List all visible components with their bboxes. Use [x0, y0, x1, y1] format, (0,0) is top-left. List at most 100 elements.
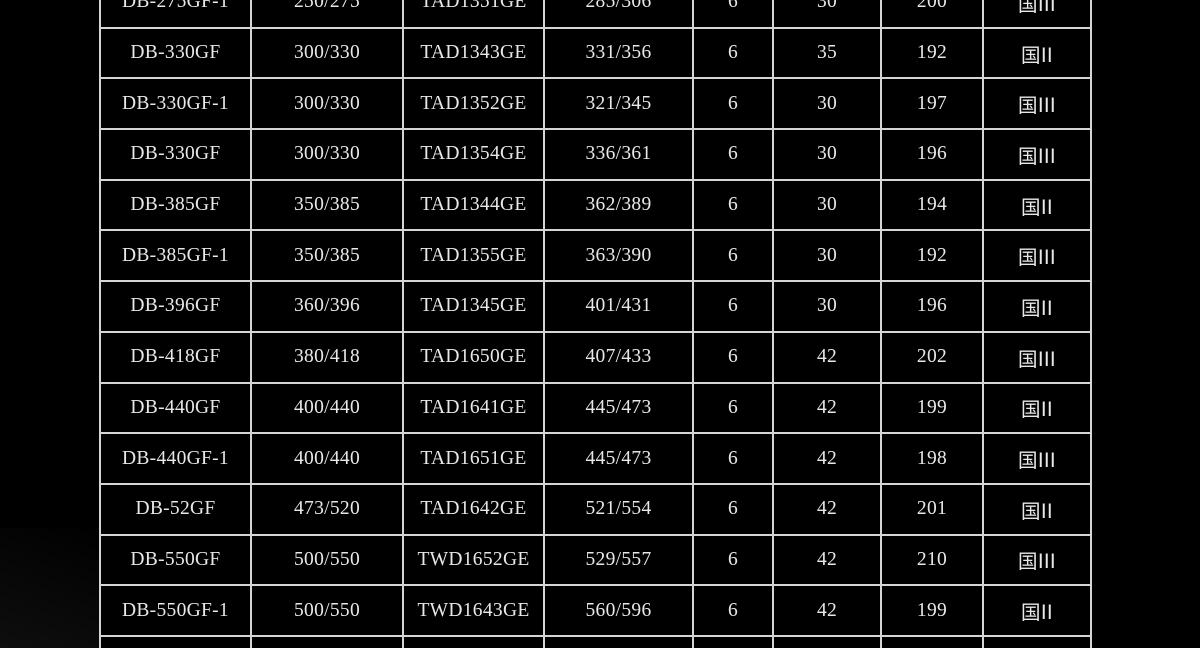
cell-power_kw_kva: 300/330: [250, 77, 404, 131]
cell-cylinders: 6: [692, 229, 774, 283]
cell-noise: 192: [880, 229, 984, 283]
cell-engine_model: TAD1651GE: [402, 432, 545, 485]
cell-cylinders: 6: [692, 128, 774, 181]
cell-bore: 30: [772, 229, 882, 283]
cell-bore: 42: [772, 634, 882, 648]
cell-emission_standard: 国II: [982, 482, 1092, 536]
cell-engine_power: 445/473: [543, 381, 694, 435]
cell-emission_standard: 国III: [982, 0, 1092, 29]
cell-power_kw_kva: 250/275: [250, 0, 404, 29]
cell-noise: 192: [880, 26, 984, 80]
cell-engine_power: 560/596: [543, 584, 694, 637]
cell-engine_power: 401/431: [543, 280, 694, 333]
cell-noise: 197: [880, 77, 984, 131]
table-body: DB-275GF-1 250/275 TAD1351GE 285/306 6 30 200 国…: [99, 0, 1092, 648]
cell-noise: 196: [880, 280, 984, 333]
specifications-table: DB-275GF-1 250/275 TAD1351GE 285/306 6 30 200 国…: [99, 0, 1092, 648]
cell-model: DB-385GF-1: [99, 229, 252, 283]
cell-bore: 30: [772, 0, 882, 29]
cell-emission_standard: 国III: [982, 77, 1092, 131]
cell-model: DB-396GF: [99, 280, 252, 333]
cell-model: DB-52GF: [99, 482, 252, 536]
table-row: DB-418GF 380/418 TAD1650GE 407/433 6 42 202 国II…: [99, 330, 1092, 384]
cell-bore: 42: [772, 533, 882, 587]
cell-cylinders: 6: [692, 26, 774, 80]
cell-engine_power: 336/361: [543, 128, 694, 181]
cell-engine_model: TAD1642GE: [402, 482, 545, 536]
cell-noise: 198: [880, 432, 984, 485]
table-row: DB-440GF 400/440 TAD1641GE 445/473 6 42 199 国II: [99, 381, 1092, 435]
cell-emission_standard: 国III: [982, 229, 1092, 283]
cell-power_kw_kva: 500/550: [250, 533, 404, 587]
cell-engine_model: TAD1345GE: [402, 280, 545, 333]
cell-engine_power: 362/389: [543, 178, 694, 232]
cell-engine_model: TWD1652GE: [402, 533, 545, 587]
table-viewport: DB-275GF-1 250/275 TAD1351GE 285/306 6 30 200 国…: [99, 0, 1092, 648]
cell-noise: 200: [880, 0, 984, 29]
cell-noise: 199: [880, 584, 984, 637]
cell-power_kw_kva: 350/385: [250, 229, 404, 283]
cell-engine_power: 331/356: [543, 26, 694, 80]
cell-cylinders: 6: [692, 77, 774, 131]
cell-noise: 201: [880, 482, 984, 536]
cell-noise: 194: [880, 178, 984, 232]
cell-engine_model: TAD1650GE: [402, 330, 545, 384]
cell-emission_standard: 国III: [982, 128, 1092, 181]
cell-engine_power: 363/390: [543, 229, 694, 283]
cell-power_kw_kva: 400/440: [250, 381, 404, 435]
cell-model: DB-440GF-1: [99, 432, 252, 485]
cell-bore: 42: [772, 381, 882, 435]
cell-model: DB-275GF-1: [99, 0, 252, 29]
cell-engine_power: 573/603: [543, 634, 694, 648]
cell-cylinders: 6: [692, 482, 774, 536]
cell-bore: 30: [772, 77, 882, 131]
cell-bore: 35: [772, 26, 882, 80]
cell-power_kw_kva: 473/520: [250, 482, 404, 536]
cell-model: DB-330GF: [99, 26, 252, 80]
table-row: DB-396GF 360/396 TAD1345GE 401/431 6 30 196 国II: [99, 280, 1092, 333]
cell-bore: 42: [772, 432, 882, 485]
cell-cylinders: 6: [692, 280, 774, 333]
cell-power_kw_kva: 380/418: [250, 330, 404, 384]
cell-engine_power: 407/433: [543, 330, 694, 384]
cell-cylinders: 6: [692, 178, 774, 232]
cell-cylinders: 6: [692, 533, 774, 587]
cell-model: DB-330GF: [99, 128, 252, 181]
cell-emission_standard: 国II: [982, 26, 1092, 80]
cell-engine_model: TAD1344GE: [402, 178, 545, 232]
cell-engine_model: TAD1355GE: [402, 229, 545, 283]
cell-emission_standard: 国II: [982, 381, 1092, 435]
table-row: DB-572GF520/572TWD1653GE573/603642208国II…: [99, 634, 1092, 648]
cell-emission_standard: 国III: [982, 533, 1092, 587]
cell-cylinders: 6: [692, 330, 774, 384]
cell-emission_standard: 国III: [982, 634, 1092, 648]
cell-power_kw_kva: 520/572: [250, 634, 404, 648]
cell-noise: 210: [880, 533, 984, 587]
cell-power_kw_kva: 300/330: [250, 26, 404, 80]
cell-engine_power: 529/557: [543, 533, 694, 587]
cell-engine_power: 321/345: [543, 77, 694, 131]
cell-emission_standard: 国II: [982, 584, 1092, 637]
cell-power_kw_kva: 360/396: [250, 280, 404, 333]
cell-model: DB-550GF-1: [99, 584, 252, 637]
table-row: DB-440GF-1 400/440 TAD1651GE 445/473 6 42 198 国…: [99, 432, 1092, 485]
table-row: DB-550GF-1 500/550 TWD1643GE 560/596 6 42 199 国…: [99, 584, 1092, 637]
cell-power_kw_kva: 500/550: [250, 584, 404, 637]
cell-engine_model: TWD1653GE: [402, 634, 545, 648]
cell-power_kw_kva: 400/440: [250, 432, 404, 485]
cell-engine_model: TAD1641GE: [402, 381, 545, 435]
cell-model: DB-550GF: [99, 533, 252, 587]
cell-engine_power: 521/554: [543, 482, 694, 536]
cell-noise: 202: [880, 330, 984, 384]
cell-bore: 42: [772, 584, 882, 637]
cell-emission_standard: 国III: [982, 432, 1092, 485]
cell-model: DB-440GF: [99, 381, 252, 435]
cell-engine_model: TAD1354GE: [402, 128, 545, 181]
cell-bore: 30: [772, 128, 882, 181]
cell-bore: 30: [772, 280, 882, 333]
cell-cylinders: 6: [692, 0, 774, 29]
cell-engine_model: TAD1352GE: [402, 77, 545, 131]
table-row: DB-385GF-1 350/385 TAD1355GE 363/390 6 30 192 国…: [99, 229, 1092, 283]
table-row: DB-330GF-1 300/330 TAD1352GE 321/345 6 30 197 国…: [99, 77, 1092, 131]
cell-cylinders: 6: [692, 584, 774, 637]
